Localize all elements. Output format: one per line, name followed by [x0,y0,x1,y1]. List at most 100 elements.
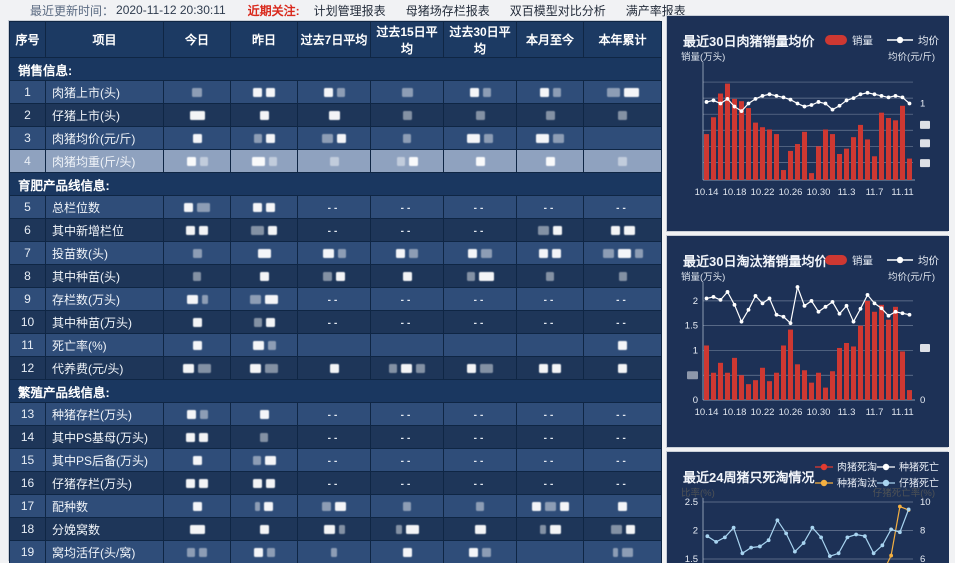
data-point [757,544,762,549]
value-cell [297,126,371,150]
bar [746,108,751,180]
table-row-13[interactable]: 13 种猪存栏(万头) -- -- -- -- -- [9,402,662,426]
redacted-value [445,105,516,126]
x-tick-label: 11.11 [891,187,913,198]
empty-value-dashes: -- [473,203,487,214]
table-row-8[interactable]: 8 其中种苗(头) [9,264,662,288]
table-row-18[interactable]: 18 分娩窝数 [9,517,662,541]
redacted-value [232,220,297,241]
data-point [823,101,828,106]
empty-value-dashes: -- [327,203,341,214]
table-row-12[interactable]: 12 代养费(元/头) [9,356,662,380]
table-row-16[interactable]: 16 仔猪存栏(万头) -- -- -- -- -- [9,471,662,495]
column-header-4: 昨日 [230,21,298,58]
x-tick-label: 10.14 [695,187,719,198]
bar [767,129,772,180]
chart-title: 最近30日肉猪销量均价 [683,34,815,49]
row-number: 2 [9,103,46,127]
value-cell [163,241,231,265]
report-table: 序号 项目 今日 昨日 过去7日平均 过去15日平均 过去30日平均 本月至今 本年累计 销售信… [9,21,662,563]
redacted-value [232,450,297,471]
empty-value-dashes: -- [616,318,629,329]
legend-label: 肉猪死淘 [837,461,877,474]
value-cell [370,494,444,518]
data-point [760,93,765,98]
bar [788,150,793,180]
redacted-value [372,496,443,517]
x-tick-label: 10.18 [723,407,747,418]
table-row-1[interactable]: 1 肉猪上市(头) [9,80,662,104]
data-point [854,532,859,537]
table-row-10[interactable]: 10 其中种苗(万头) -- -- -- -- -- [9,310,662,334]
value-cell: -- [370,425,444,449]
redacted-value [232,312,297,333]
chart-panel-weekly-death: 最近24周猪只死淘情况 肉猪死淘 种猪死亡 种猪淘汰 仔猪死亡 比率(%) 仔猪死亡率(%)… [666,451,949,563]
row-number: 1 [9,80,46,104]
empty-value-dashes: -- [327,226,341,237]
redacted-value [518,220,583,241]
table-row-17[interactable]: 17 配种数 [9,494,662,518]
topbar-link-3[interactable]: 双百模型对比分析 [509,3,606,18]
value-cell [443,264,517,288]
value-cell [230,494,298,518]
data-point [774,312,779,317]
redacted-value [232,289,297,310]
value-cell [163,494,231,518]
left-axis-caption: 销量(万头) [681,271,725,283]
value-cell: -- [370,310,444,334]
topbar-link-4[interactable]: 满产率报表 [625,3,686,18]
redacted-value [372,128,443,149]
bar [774,134,779,180]
redacted-value [518,496,583,517]
table-row-3[interactable]: 3 肉猪均价(元/斤) [9,126,662,150]
redacted-value [165,243,230,264]
table-row-5[interactable]: 5 总栏位数 -- -- -- -- -- [9,195,662,219]
table-row-9[interactable]: 9 存栏数(万头) -- -- -- -- -- [9,287,662,311]
empty-value-dashes: -- [327,479,341,490]
empty-value-dashes: -- [543,456,557,467]
section-row: 育肥产品线信息: [9,172,662,196]
left-tick-label: 1.5 [685,554,698,563]
redacted-value [165,151,230,172]
bar [858,124,863,180]
redacted-value [165,128,230,149]
table-row-19[interactable]: 19 窝均活仔(头/窝) [9,540,662,563]
table-row-14[interactable]: 14 其中PS基母(万头) -- -- -- -- -- [9,425,662,449]
data-point [858,92,863,97]
chart-title: 最近30日淘汰猪销量均价 [683,254,828,269]
table-row-4[interactable]: 4 肉猪均重(斤/头) [9,149,662,173]
section-label: 销售信息: [9,57,662,81]
data-point [862,534,867,539]
value-cell [516,333,584,357]
redacted-value [165,473,230,494]
value-cell: -- [516,195,584,219]
data-point [801,541,806,545]
legend-line-marker [820,463,828,471]
table-row-7[interactable]: 7 投苗数(头) [9,241,662,265]
table-row-15[interactable]: 15 其中PS后备(万头) -- -- -- -- -- [9,448,662,472]
value-cell: -- [370,471,444,495]
value-cell [516,80,584,104]
data-point [830,299,835,304]
row-number: 16 [9,471,46,495]
right-tick-redacted [920,159,930,168]
bar [851,346,856,400]
value-cell [516,126,584,150]
charts-column: 最近30日肉猪销量均价 销量 均价 销量(万头) 均价(元/斤) 1 10.14 10.18 1… [666,15,949,563]
data-point [722,535,727,540]
redacted-value [445,496,516,517]
data-point [739,109,744,114]
row-number: 8 [9,264,46,288]
table-header-row: 序号 项目 今日 昨日 过去7日平均 过去15日平均 过去30日平均 本月至今 本年累计 [9,21,662,58]
table-row-11[interactable]: 11 死亡率(%) [9,333,662,357]
right-tick-redacted [920,120,930,129]
topbar-link-2[interactable]: 母猪场存栏报表 [405,3,490,18]
table-row-2[interactable]: 2 仔猪上市(头) [9,103,662,127]
topbar-link-1[interactable]: 计划管理报表 [313,3,386,18]
right-tick-label: 10 [920,497,931,508]
value-cell [163,471,231,495]
table-row-6[interactable]: 6 其中新增栏位 -- -- -- [9,218,662,242]
row-number: 5 [9,195,46,219]
